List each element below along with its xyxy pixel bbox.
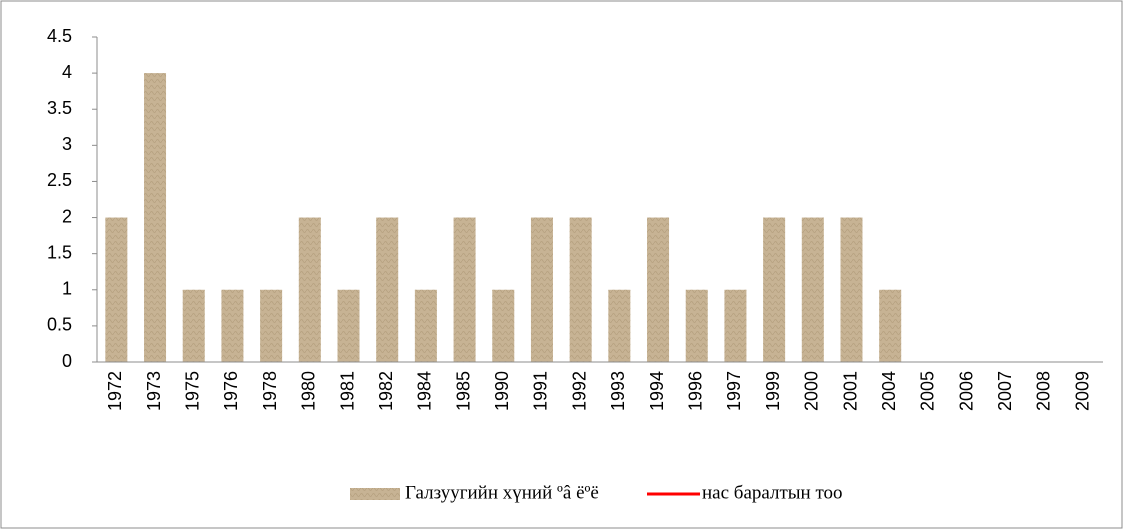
bar-texture (647, 217, 670, 362)
x-tick-label: 2000 (802, 371, 822, 411)
bar-texture (144, 73, 167, 362)
x-tick-label: 2009 (1072, 371, 1092, 411)
y-tick-label: 3 (62, 134, 72, 154)
x-tick-label: 2007 (995, 371, 1015, 411)
x-tick-label: 1981 (337, 371, 357, 411)
x-tick-label: 1991 (531, 371, 551, 411)
x-tick-label: 1990 (492, 371, 512, 411)
x-tick-label: 1976 (221, 371, 241, 411)
x-tick-label: 1972 (105, 371, 125, 411)
x-tick-label: 1985 (453, 371, 473, 411)
bar-texture (801, 217, 824, 362)
bar-texture (724, 289, 747, 362)
bar-texture (221, 289, 244, 362)
x-tick-label: 1984 (415, 371, 435, 411)
x-tick-label: 2008 (1034, 371, 1054, 411)
bar-texture (530, 217, 553, 362)
x-tick-label: 1992 (569, 371, 589, 411)
x-tick-label: 1973 (144, 371, 164, 411)
x-tick-label: 1982 (376, 371, 396, 411)
y-tick-label: 1 (62, 279, 72, 299)
bar-texture (763, 217, 786, 362)
x-tick-label: 1980 (299, 371, 319, 411)
legend-swatch-texture (350, 488, 400, 500)
bar-texture (182, 289, 205, 362)
x-tick-label: 1997 (724, 371, 744, 411)
x-tick-label: 1975 (182, 371, 202, 411)
x-tick-label: 1993 (608, 371, 628, 411)
x-tick-label: 1978 (260, 371, 280, 411)
bar-texture (414, 289, 437, 362)
bar-texture (260, 289, 283, 362)
x-tick-label: 2001 (840, 371, 860, 411)
bar-texture (569, 217, 592, 362)
x-tick-label: 1996 (685, 371, 705, 411)
y-tick-label: 1.5 (47, 242, 72, 262)
y-tick-label: 4.5 (47, 26, 72, 46)
bar-texture (879, 289, 902, 362)
y-tick-label: 2.5 (47, 170, 72, 190)
bar-texture (685, 289, 708, 362)
bar-texture (376, 217, 399, 362)
y-tick-label: 4 (62, 62, 72, 82)
x-tick-label: 2004 (879, 371, 899, 411)
y-tick-label: 3.5 (47, 98, 72, 118)
x-tick-label: 2005 (918, 371, 938, 411)
x-tick-label: 1999 (763, 371, 783, 411)
y-tick-label: 0 (62, 351, 72, 371)
bar-texture (840, 217, 863, 362)
bar-texture (298, 217, 321, 362)
legend-label: Галзуугийн хүний ºâ ёºё (405, 482, 599, 503)
x-tick-label: 2006 (956, 371, 976, 411)
bar-texture (608, 289, 631, 362)
bar-texture (453, 217, 476, 362)
bar-texture (337, 289, 360, 362)
legend-label: нас баралтын тоо (702, 482, 843, 503)
bar-texture (492, 289, 515, 362)
bar-texture (105, 217, 128, 362)
y-tick-label: 0.5 (47, 315, 72, 335)
y-tick-label: 2 (62, 206, 72, 226)
x-tick-label: 1994 (647, 371, 667, 411)
